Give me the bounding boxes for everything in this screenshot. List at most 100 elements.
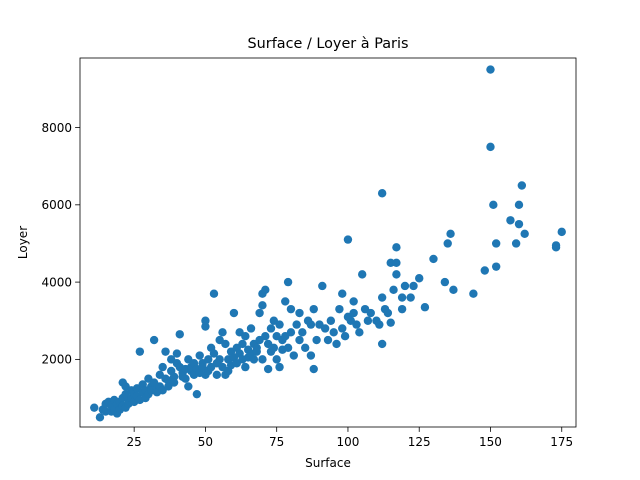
x-tick-label: 100: [337, 435, 360, 449]
data-point: [389, 285, 398, 295]
data-point: [195, 351, 204, 360]
plot-area: [80, 58, 576, 427]
data-point: [392, 243, 401, 252]
data-point: [506, 216, 515, 225]
y-axis-ticks: 2000 4000 6000 8000: [41, 121, 80, 367]
data-point: [557, 227, 566, 237]
data-point: [172, 349, 182, 358]
data-point: [358, 270, 367, 279]
data-point: [449, 285, 458, 295]
x-tick-label: 125: [408, 435, 431, 449]
data-point: [366, 308, 375, 318]
data-point: [406, 293, 415, 302]
data-point: [158, 362, 167, 372]
data-point: [201, 316, 210, 325]
chart-title: Surface / Loyer à Paris: [248, 36, 409, 52]
data-point: [514, 200, 524, 210]
data-point: [295, 335, 304, 345]
data-point: [238, 339, 247, 349]
data-point: [480, 266, 489, 275]
data-point: [184, 382, 193, 391]
data-point: [212, 370, 222, 380]
plot-frame: [79, 57, 577, 428]
data-point: [551, 241, 561, 250]
data-point: [491, 262, 501, 271]
data-point: [397, 304, 407, 314]
data-point: [415, 274, 424, 283]
data-point: [286, 304, 296, 314]
data-point: [306, 351, 316, 360]
data-point: [486, 142, 495, 152]
data-point: [261, 332, 270, 341]
data-point: [489, 200, 498, 210]
data-point: [281, 297, 290, 306]
data-point: [312, 335, 321, 345]
data-point: [486, 65, 495, 74]
x-tick-label: 25: [127, 435, 142, 449]
data-point: [335, 304, 344, 314]
data-point: [90, 403, 99, 412]
data-point: [520, 229, 529, 239]
data-point: [292, 320, 301, 329]
data-point: [175, 330, 184, 339]
data-point: [161, 347, 170, 356]
data-point: [181, 374, 190, 383]
data-point: [309, 304, 318, 314]
data-point: [329, 328, 338, 337]
data-point: [420, 303, 430, 312]
data-point: [286, 328, 296, 337]
data-point: [241, 332, 250, 341]
data-point: [252, 347, 261, 356]
data-point: [306, 320, 316, 329]
data-point: [169, 378, 179, 387]
data-point: [261, 285, 270, 295]
data-point: [443, 239, 452, 248]
data-point: [209, 289, 219, 298]
data-point: [469, 289, 478, 298]
data-point: [135, 347, 145, 356]
y-tick-label: 8000: [41, 121, 72, 135]
data-point: [343, 235, 353, 244]
data-point: [266, 324, 276, 333]
x-axis-ticks: 25 50 75 100 125 150 175: [127, 427, 573, 449]
data-point: [95, 413, 105, 422]
data-point: [283, 277, 293, 287]
data-point: [169, 372, 179, 381]
data-point: [392, 258, 401, 267]
data-point: [338, 289, 347, 298]
data-point: [323, 335, 333, 345]
data-point: [377, 189, 387, 198]
data-point: [298, 328, 307, 337]
y-tick-label: 6000: [41, 198, 72, 212]
data-point: [340, 332, 350, 341]
data-point: [429, 254, 438, 264]
data-point: [221, 339, 230, 349]
data-point: [397, 293, 407, 302]
data-point: [446, 229, 455, 239]
data-point: [386, 318, 395, 327]
x-tick-label: 50: [198, 435, 213, 449]
data-point: [218, 328, 227, 337]
x-tick-label: 75: [269, 435, 284, 449]
data-point: [275, 320, 284, 329]
data-point: [269, 343, 279, 352]
x-axis-label: Surface: [305, 456, 351, 470]
data-point: [301, 343, 310, 352]
data-point: [249, 355, 259, 364]
y-tick-label: 2000: [41, 353, 72, 367]
data-point: [440, 277, 450, 287]
data-point: [201, 322, 210, 331]
data-point: [275, 362, 284, 372]
data-point: [215, 355, 224, 364]
data-point: [246, 324, 256, 333]
data-point: [258, 301, 267, 310]
data-point: [192, 389, 202, 399]
data-point: [511, 239, 521, 248]
x-tick-label: 150: [479, 435, 502, 449]
data-point: [363, 316, 373, 325]
data-point: [318, 281, 327, 291]
data-point: [332, 339, 341, 349]
data-point: [320, 324, 330, 333]
data-point: [409, 281, 418, 291]
